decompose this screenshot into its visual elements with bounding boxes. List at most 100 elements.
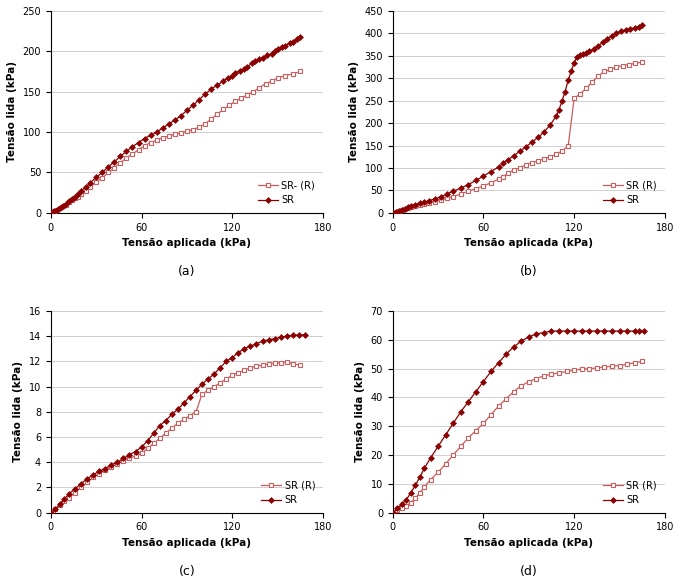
SR (R) bbox=[240, 367, 249, 374]
SR (R) bbox=[407, 204, 415, 211]
SR (R) bbox=[198, 391, 206, 398]
SR (R) bbox=[479, 182, 488, 189]
SR (R) bbox=[533, 375, 541, 382]
SR bbox=[247, 343, 255, 350]
SR bbox=[174, 406, 182, 413]
SR bbox=[563, 328, 571, 335]
SR bbox=[156, 422, 164, 429]
SR- (R) bbox=[98, 175, 106, 182]
SR (R) bbox=[89, 474, 97, 481]
SR (R) bbox=[264, 360, 272, 367]
SR- (R) bbox=[183, 128, 191, 135]
SR- (R) bbox=[177, 130, 185, 137]
SR bbox=[494, 163, 503, 171]
SR (R) bbox=[420, 200, 428, 207]
SR (R) bbox=[416, 489, 424, 496]
SR bbox=[434, 443, 442, 450]
SR- (R) bbox=[262, 80, 270, 87]
SR (R) bbox=[398, 505, 406, 512]
SR- (R) bbox=[232, 98, 240, 105]
SR- (R) bbox=[140, 142, 148, 149]
SR (R) bbox=[393, 507, 401, 514]
SR bbox=[398, 500, 406, 507]
SR (R) bbox=[434, 469, 442, 476]
SR bbox=[222, 358, 230, 365]
Legend: SR- (R), SR: SR- (R), SR bbox=[255, 177, 318, 208]
SR bbox=[402, 496, 411, 503]
SR- (R) bbox=[274, 74, 282, 81]
SR (R) bbox=[283, 359, 291, 366]
SR (R) bbox=[472, 185, 480, 192]
SR bbox=[540, 329, 548, 336]
SR (R) bbox=[65, 494, 73, 501]
Legend: SR (R), SR: SR (R), SR bbox=[600, 177, 660, 208]
SR (R) bbox=[228, 372, 236, 379]
SR- (R) bbox=[110, 164, 118, 171]
SR (R) bbox=[411, 203, 419, 210]
SR (R) bbox=[101, 466, 110, 473]
SR (R) bbox=[516, 165, 524, 172]
X-axis label: Tensão aplicada (kPa): Tensão aplicada (kPa) bbox=[123, 238, 251, 248]
SR bbox=[274, 45, 282, 52]
SR bbox=[426, 454, 434, 461]
SR bbox=[144, 437, 152, 444]
SR bbox=[138, 444, 146, 451]
SR- (R) bbox=[268, 78, 276, 85]
SR (R) bbox=[585, 365, 593, 372]
SR (R) bbox=[56, 502, 64, 509]
SR (R) bbox=[47, 509, 55, 516]
SR (R) bbox=[192, 408, 200, 415]
SR (R) bbox=[404, 205, 412, 212]
SR bbox=[635, 328, 644, 335]
SR bbox=[47, 509, 55, 516]
SR (R) bbox=[276, 359, 285, 366]
SR (R) bbox=[457, 190, 465, 197]
SR bbox=[113, 459, 121, 466]
SR (R) bbox=[449, 193, 458, 200]
SR (R) bbox=[411, 495, 419, 502]
SR- (R) bbox=[56, 205, 64, 212]
Legend: SR (R), SR: SR (R), SR bbox=[600, 477, 660, 508]
SR (R) bbox=[517, 382, 525, 389]
SR (R) bbox=[487, 411, 495, 418]
SR (R) bbox=[61, 498, 69, 505]
SR bbox=[101, 465, 110, 472]
SR (R) bbox=[392, 209, 400, 216]
SR (R) bbox=[398, 207, 406, 214]
SR- (R) bbox=[165, 132, 173, 139]
SR (R) bbox=[443, 195, 452, 202]
SR (R) bbox=[631, 359, 639, 366]
SR (R) bbox=[156, 435, 164, 442]
SR bbox=[472, 388, 480, 395]
SR bbox=[258, 338, 266, 345]
SR bbox=[389, 509, 397, 516]
SR bbox=[276, 334, 285, 341]
SR (R) bbox=[216, 379, 224, 386]
SR bbox=[464, 398, 473, 406]
SR- (R) bbox=[289, 70, 297, 77]
SR (R) bbox=[509, 388, 518, 395]
SR (R) bbox=[107, 464, 115, 471]
SR bbox=[570, 59, 578, 66]
SR bbox=[234, 349, 242, 356]
SR bbox=[186, 393, 194, 400]
SR (R) bbox=[616, 362, 624, 369]
SR (R) bbox=[161, 430, 170, 437]
SR bbox=[289, 332, 297, 339]
Line: SR: SR bbox=[391, 329, 646, 515]
SR bbox=[65, 490, 73, 498]
SR (R) bbox=[522, 161, 530, 168]
SR- (R) bbox=[116, 159, 125, 166]
SR bbox=[71, 485, 79, 492]
SR bbox=[608, 328, 616, 335]
SR (R) bbox=[125, 455, 133, 462]
SR bbox=[389, 209, 397, 216]
Y-axis label: Tensão lida (kPa): Tensão lida (kPa) bbox=[355, 362, 365, 462]
SR bbox=[134, 139, 142, 146]
SR bbox=[517, 338, 525, 345]
SR- (R) bbox=[207, 115, 215, 122]
SR (R) bbox=[168, 425, 176, 432]
SR bbox=[533, 331, 541, 338]
SR (R) bbox=[389, 209, 397, 216]
SR (R) bbox=[525, 378, 533, 385]
